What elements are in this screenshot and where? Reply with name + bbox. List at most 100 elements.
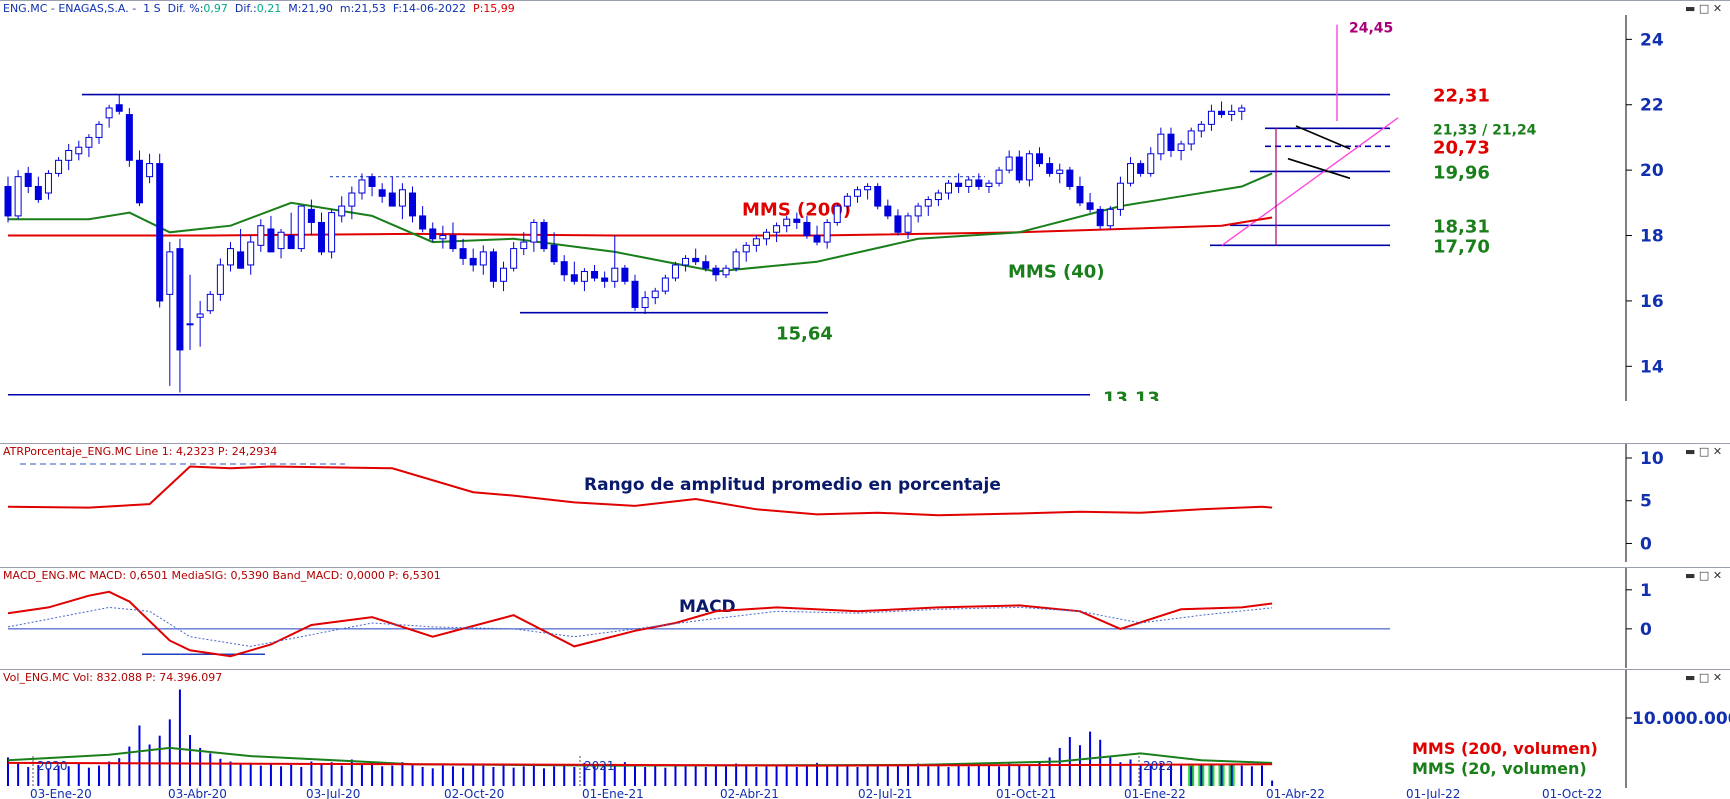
minimize-icon[interactable]: ▬ [1685,445,1696,458]
year-label: 2020 [37,759,68,773]
close-icon[interactable]: ✕ [1712,2,1723,15]
volume-chart: 10.000.000 MMS (200, volumen)MMS (20, vol… [7,670,1730,788]
x-tick-label: 01-Abr-22 [1266,787,1325,799]
minimize-icon[interactable]: ▬ [1685,2,1696,15]
candle-body [965,179,973,187]
candle-body [338,205,346,217]
restore-icon[interactable]: □ [1698,569,1710,582]
y-tick-label: 16 [1640,292,1664,312]
minimize-icon[interactable]: ▬ [1685,569,1696,582]
candle-body [651,290,659,299]
price-chart: 242220181614www.visualchart.com22,3121,3… [4,15,1664,401]
candle-body [641,297,649,308]
x-tick-label: 01-Oct-21 [996,787,1056,799]
candle-body [4,185,12,217]
x-tick-label: 01-Ene-21 [582,787,644,799]
close-icon[interactable]: ✕ [1712,671,1723,684]
candle-body [449,235,457,250]
candle-body [570,274,578,282]
candle-body [904,215,912,233]
candle-body [550,244,558,263]
candle-body [692,257,700,263]
x-axis: 03-Ene-20 03-Abr-20 03-Jul-20 02-Oct-20 01-E… [30,787,1602,799]
level-label-22-31: 22,31 [1433,86,1490,107]
candle-body [793,218,801,223]
x-tick-label: 01-Oct-22 [1542,787,1602,799]
candle-body [1116,182,1124,210]
candle-body [196,313,204,318]
atr-chart: 10 5 0 Rango de amplitud promedio en porcen… [7,444,1664,562]
candle-body [1127,163,1135,184]
candle-body [1228,110,1236,116]
candle-body [500,267,508,282]
volume-window-buttons[interactable]: ▬ □ ✕ [1685,671,1722,684]
candle-body [1207,110,1215,125]
candle-body [813,235,821,243]
candle-body [945,182,952,194]
candle-body [287,235,295,250]
candle-body [1197,123,1205,132]
candle-body [671,264,679,279]
macd-chart: 1 0 MACD [7,568,1652,668]
candle-body [591,270,599,279]
candle-body [277,231,285,250]
candle-body [783,218,791,227]
atr-window-buttons[interactable]: ▬ □ ✕ [1685,445,1722,458]
close-icon[interactable]: ✕ [1712,569,1723,582]
candle-body [702,261,710,269]
candle-body [1036,153,1044,165]
candle-body [105,107,113,119]
close-icon[interactable]: ✕ [1712,445,1723,458]
candle-body [995,169,1003,184]
year-label: 2021 [584,759,615,773]
series-line [7,590,1273,658]
x-tick-label: 03-Jul-20 [306,787,360,799]
minimize-icon[interactable]: ▬ [1685,671,1696,684]
candle-body [1025,153,1033,181]
candle-body [853,189,861,197]
y-tick-label: 10.000.000 [1632,709,1730,729]
candle-body [884,205,892,217]
price-window-buttons[interactable]: ▬ □ ✕ [1685,2,1722,15]
candle-body [348,192,356,207]
atr-panel-title: ATRPorcentaje_ENG.MC Line 1: 4,2323 P: 2… [3,445,278,458]
candle-body [257,225,265,246]
candle-body [1167,133,1175,152]
macd-panel: 1 0 MACD MACD_ENG.MC MACD: 0,6501 MediaSIG… [0,567,1730,668]
candle-body [530,221,538,243]
volume-ma200-line [7,761,1273,767]
candle-body [307,208,315,223]
atr-panel: 10 5 0 Rango de amplitud promedio en porcen… [0,443,1730,562]
x-tick-label: 03-Ene-20 [30,787,92,799]
candle-body [146,163,154,178]
candle-body [297,205,305,250]
candle-body [358,179,366,194]
candle-body [216,264,224,295]
mms200-label: MMS (200) [742,199,851,220]
candle-body [44,172,52,194]
x-tick-label: 03-Abr-20 [168,787,227,799]
macd-window-buttons[interactable]: ▬ □ ✕ [1685,569,1722,582]
candle-body [722,267,730,276]
candle-body [368,176,376,187]
candle-body [115,104,123,112]
candle-body [1066,169,1074,187]
ma-line-200 [8,216,1273,237]
y-tick-label: 20 [1640,161,1664,181]
candle-body [156,163,164,302]
candle-body [388,192,396,207]
candle-body [924,199,932,207]
y-tick-label: 18 [1640,227,1664,247]
restore-icon[interactable]: □ [1698,445,1710,458]
candle-body [580,270,588,282]
restore-icon[interactable]: □ [1698,2,1710,15]
candle-body [135,159,143,204]
candle-body [762,231,770,240]
candle-body [752,238,760,246]
candle-body [732,251,740,269]
x-tick-label: 02-Abr-21 [720,787,779,799]
restore-icon[interactable]: □ [1698,671,1710,684]
level-label-18-31: 18,31 [1433,216,1490,237]
candle-body [823,221,831,243]
y-tick-label: 5 [1640,492,1652,512]
